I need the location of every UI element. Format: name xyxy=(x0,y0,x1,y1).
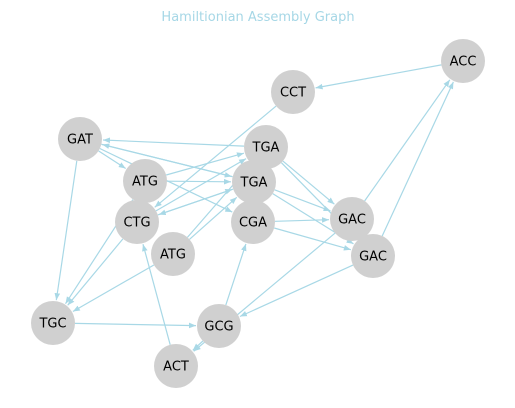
node-label: ACC xyxy=(450,55,477,70)
edge-tga2-gac1 xyxy=(274,189,331,212)
edge-ctg-tgc xyxy=(67,238,124,306)
node-act: ACT xyxy=(154,344,198,388)
node-label: TGA xyxy=(252,141,280,156)
node-circle xyxy=(123,159,167,203)
node-atg1: ATG xyxy=(123,159,167,203)
edge-acc-cct xyxy=(315,64,442,90)
node-label: CCT xyxy=(280,86,306,101)
edge-gac1-acc xyxy=(364,79,451,202)
edge-gcg-cga xyxy=(225,243,247,306)
edge-gac2-acc xyxy=(381,81,454,237)
node-circle xyxy=(58,117,102,161)
node-cct: CCT xyxy=(271,70,315,114)
node-circle xyxy=(154,344,198,388)
node-label: TGC xyxy=(38,317,66,332)
node-circle xyxy=(31,301,75,345)
node-circle xyxy=(232,160,276,204)
edge-cga-gac1 xyxy=(274,217,330,223)
node-tgc: TGC xyxy=(31,301,75,345)
node-ctg: CTG xyxy=(115,200,159,244)
edge-tga2-gat xyxy=(102,143,233,178)
edge-cct-ctg xyxy=(154,105,277,208)
node-label: TGA xyxy=(240,176,268,191)
node-layer: ACC CCT GAT TGA ATG TGA CTG CGA GAC ATG GAC TGC GCG A… xyxy=(31,39,485,388)
edge-gac2-gcg xyxy=(239,264,354,318)
node-circle xyxy=(271,70,315,114)
edge-atg2-tgc xyxy=(72,264,155,313)
node-atg2: ATG xyxy=(151,232,195,276)
edge-tga1-gat xyxy=(102,137,245,147)
node-gac2: GAC xyxy=(351,234,395,278)
edge-atg1-tga2 xyxy=(166,178,232,185)
node-acc: ACC xyxy=(441,39,485,83)
node-label: ATG xyxy=(160,248,186,263)
node-label: GAC xyxy=(359,250,387,265)
edge-cga-gac2 xyxy=(274,227,352,251)
edge-gat-tgc xyxy=(54,160,78,301)
edge-gcg-act xyxy=(192,340,204,351)
node-label: GAC xyxy=(338,213,366,228)
edge-tgc-gcg xyxy=(74,322,197,329)
node-tga2: TGA xyxy=(232,160,276,204)
edge-atg2-tga2 xyxy=(189,196,238,240)
node-circle xyxy=(115,200,159,244)
node-label: ACT xyxy=(163,360,189,375)
node-circle xyxy=(197,304,241,348)
node-circle xyxy=(351,234,395,278)
edge-act-ctg xyxy=(142,244,171,345)
node-cga: CGA xyxy=(231,200,275,244)
node-gac1: GAC xyxy=(330,197,374,241)
node-circle xyxy=(330,197,374,241)
edge-ctg-tga1 xyxy=(155,158,247,212)
edge-tga1-gac1 xyxy=(282,160,335,205)
node-circle xyxy=(441,39,485,83)
edge-ctg-tga2 xyxy=(157,188,233,216)
graph-title: Hamiltionian Assembly Graph xyxy=(161,10,354,25)
node-circle xyxy=(151,232,195,276)
node-label: GAT xyxy=(67,133,93,148)
node-circle xyxy=(244,125,288,169)
node-gat: GAT xyxy=(58,117,102,161)
edge-atg1-tga1 xyxy=(166,152,245,176)
node-circle xyxy=(231,200,275,244)
node-label: CTG xyxy=(123,216,150,231)
edge-gat-atg1 xyxy=(98,150,127,170)
node-gcg: GCG xyxy=(197,304,241,348)
node-label: GCG xyxy=(204,320,233,335)
node-label: CGA xyxy=(239,216,267,231)
node-tga1: TGA xyxy=(244,125,288,169)
node-label: ATG xyxy=(132,175,158,190)
